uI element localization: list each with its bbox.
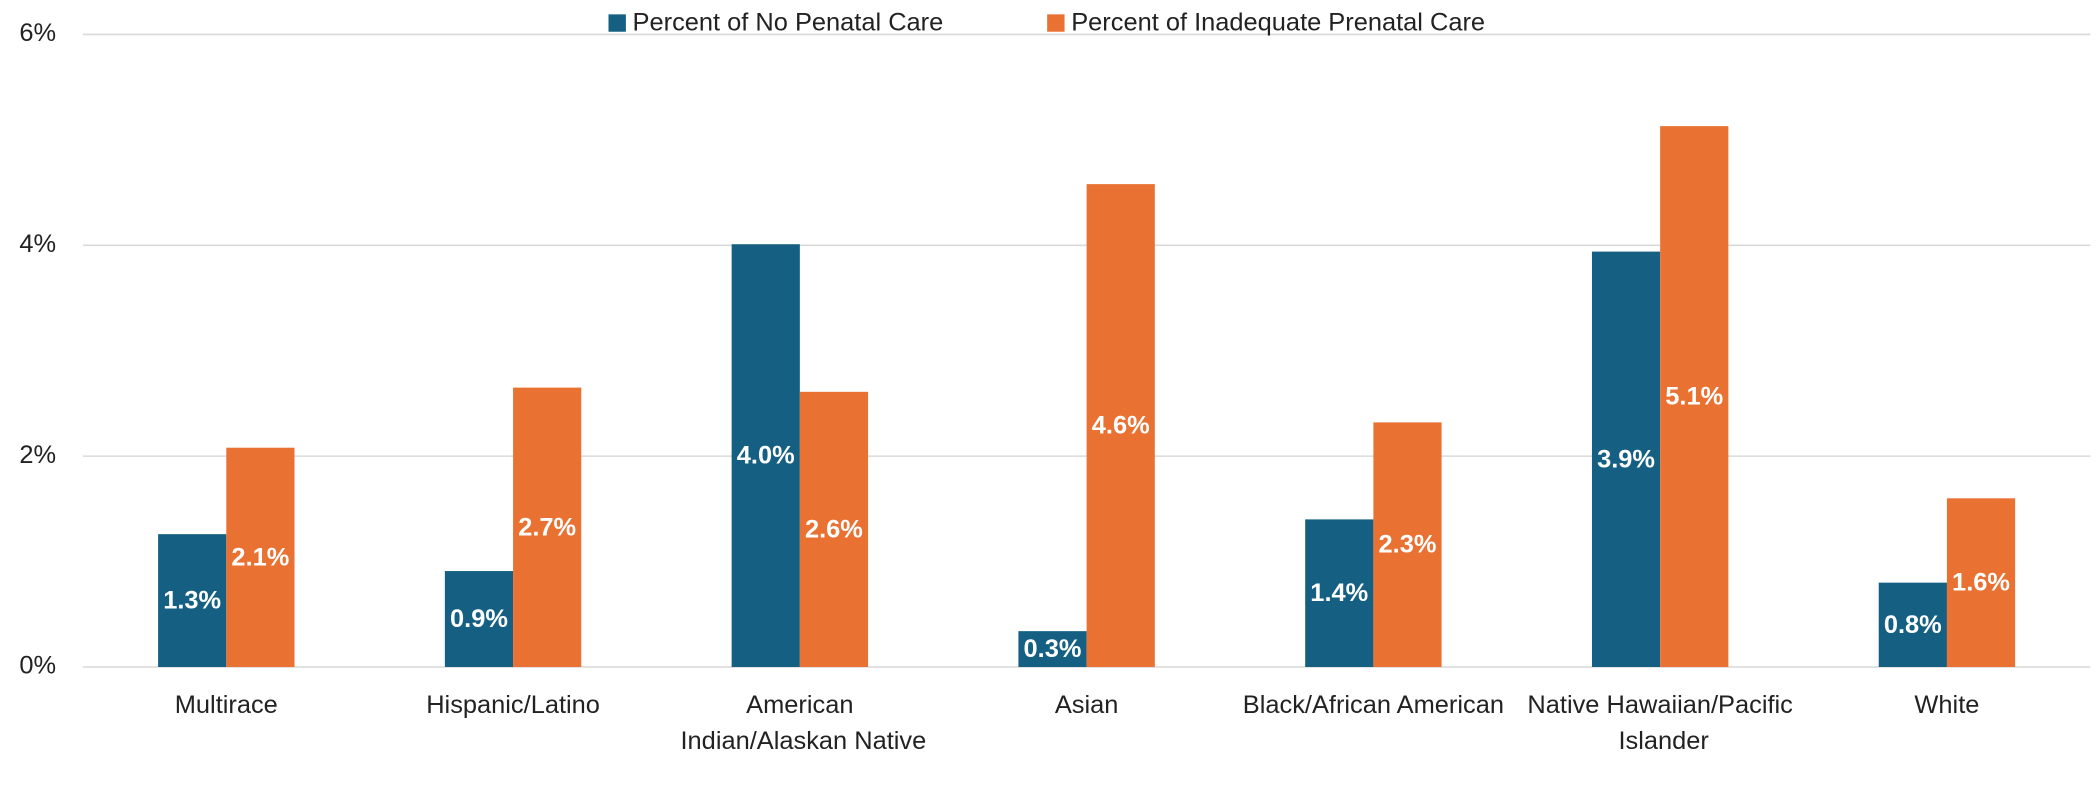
legend-label: Percent of Inadequate Prenatal Care bbox=[1071, 8, 1485, 36]
y-tick-label: 4% bbox=[19, 230, 56, 258]
value-label: 4.6% bbox=[1092, 412, 1150, 440]
value-label: 1.6% bbox=[1952, 569, 2010, 597]
y-tick-label: 6% bbox=[19, 19, 56, 47]
bar bbox=[513, 387, 582, 667]
x-tick-label: Native Hawaiian/Pacific Islander bbox=[1527, 690, 1793, 754]
value-label: 3.9% bbox=[1597, 445, 1655, 473]
bar bbox=[158, 534, 227, 667]
y-tick-label: 0% bbox=[19, 652, 56, 680]
value-label: 2.1% bbox=[231, 543, 289, 571]
x-tick-label: Black/African American bbox=[1243, 690, 1504, 718]
x-tick-label: White bbox=[1914, 690, 1979, 718]
x-tick-label: Asian bbox=[1055, 690, 1119, 718]
value-label: 2.3% bbox=[1379, 531, 1437, 559]
value-label: 1.3% bbox=[163, 587, 221, 615]
legend-swatch bbox=[1047, 14, 1065, 32]
legend-swatch bbox=[608, 14, 626, 32]
value-label: 0.9% bbox=[450, 605, 508, 633]
bar bbox=[1305, 519, 1374, 667]
bar bbox=[1660, 126, 1729, 667]
y-tick-label: 2% bbox=[19, 441, 56, 469]
value-label: 0.8% bbox=[1884, 611, 1942, 639]
bar bbox=[731, 244, 800, 667]
bar bbox=[799, 391, 869, 667]
bar bbox=[1018, 631, 1087, 667]
value-label: 0.3% bbox=[1024, 635, 1082, 663]
bar bbox=[1086, 184, 1155, 667]
bar bbox=[1373, 422, 1442, 667]
value-label: 1.4% bbox=[1310, 579, 1368, 607]
value-label: 5.1% bbox=[1665, 383, 1723, 411]
value-label: 2.7% bbox=[518, 513, 576, 541]
legend-label: Percent of No Penatal Care bbox=[633, 8, 944, 36]
bar bbox=[1946, 498, 2016, 667]
x-tick-label: Multirace bbox=[175, 690, 278, 718]
value-label: 4.0% bbox=[737, 442, 795, 470]
bar bbox=[1878, 582, 1947, 667]
bar bbox=[1591, 251, 1661, 667]
bar bbox=[444, 571, 514, 667]
x-tick-label: American Indian/Alaskan Native bbox=[673, 690, 926, 754]
bar bbox=[226, 447, 295, 667]
value-label: 2.6% bbox=[805, 515, 863, 543]
x-tick-label: Hispanic/Latino bbox=[426, 690, 600, 718]
